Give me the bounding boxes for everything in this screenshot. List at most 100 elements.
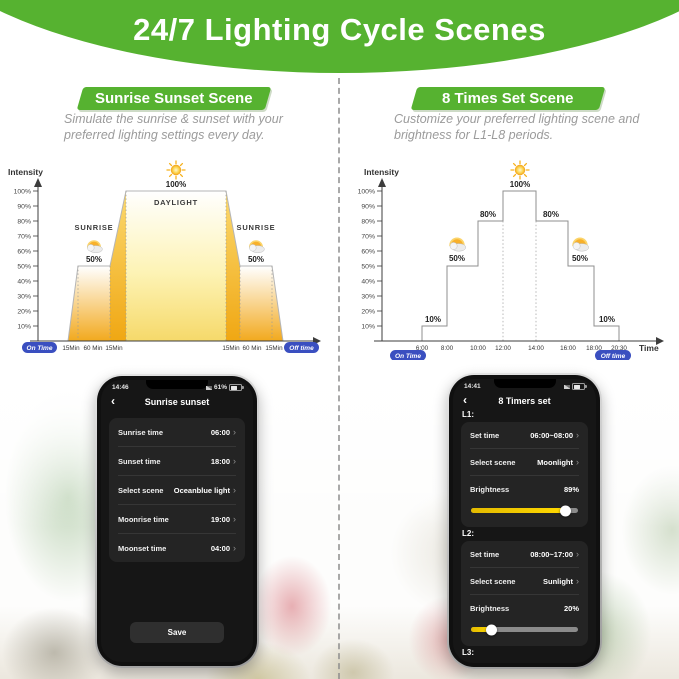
row-select-scene[interactable]: Select scene Moonlight › (470, 448, 579, 475)
sunset-label: SUNRISE (237, 223, 276, 232)
sunrise-ramp-area (68, 266, 110, 341)
svg-text:40%: 40% (17, 279, 31, 286)
battery-icon (229, 384, 244, 391)
row-moonrise-time[interactable]: Moonrise time 19:00 › (118, 504, 236, 533)
interval-label: 80% (543, 210, 559, 219)
svg-text:90%: 90% (361, 204, 375, 211)
back-icon[interactable]: ‹ (463, 393, 467, 407)
row-moonset-time[interactable]: Moonset time 04:00 › (118, 533, 236, 562)
y-axis-title: Intensity (8, 167, 43, 177)
phone-notch (146, 380, 208, 389)
svg-text:On Time: On Time (27, 345, 53, 352)
row-sunset-time[interactable]: Sunset time 18:00 › (118, 446, 236, 475)
svg-text:40%: 40% (361, 279, 375, 286)
x-axis-arrow (656, 337, 664, 345)
svg-text:On Time: On Time (395, 353, 421, 360)
profile-outline (67, 190, 284, 342)
svg-text:50%: 50% (361, 264, 375, 271)
phone-notch (493, 379, 556, 388)
ribbon-label: 8 Times Set Scene (442, 90, 574, 107)
svg-text:30%: 30% (17, 294, 31, 301)
svg-text:15Min: 15Min (222, 345, 240, 352)
svg-text:30%: 30% (361, 294, 375, 301)
svg-text:8:00: 8:00 (441, 345, 454, 352)
x-segment-labels: 15Min 60 Min 15Min 15Min 60 Min 15Min (62, 345, 283, 352)
row-set-time[interactable]: Set time 08:00~17:00 › (470, 549, 579, 559)
row-select-scene[interactable]: Select scene Sunlight › (470, 567, 579, 594)
svg-text:20%: 20% (361, 309, 375, 316)
y-axis-arrow (378, 178, 386, 187)
ramp-from-daylight-area (226, 191, 240, 341)
chevron-right-icon: › (233, 514, 236, 524)
column-divider (338, 78, 340, 679)
chevron-right-icon: › (576, 549, 579, 559)
right-description: Customize your preferred lighting scene … (394, 112, 640, 142)
svg-text:6:00: 6:00 (416, 345, 429, 352)
svg-text:100%: 100% (14, 189, 31, 196)
svg-text:18:00: 18:00 (586, 345, 602, 352)
x-tick-labels: 6:00 8:00 10:00 12:00 14:00 16:00 18:00 … (416, 345, 628, 352)
on-time-pill: On Time (22, 342, 57, 353)
svg-text:60%: 60% (17, 249, 31, 256)
svg-text:16:00: 16:00 (560, 345, 576, 352)
row-set-time[interactable]: Set time 06:00~08:00 › (470, 430, 579, 440)
sunrise-value: 50% (86, 255, 102, 264)
interval-label: 100% (510, 180, 530, 189)
svg-text:60 Min: 60 Min (84, 345, 103, 352)
daylight-label: DAYLIGHT (154, 198, 198, 207)
left-description: Simulate the sunrise & sunset with your … (64, 112, 283, 142)
l1-card: Set time 06:00~08:00 › Select scene Moonl… (461, 422, 588, 527)
on-time-pill: On Time (390, 350, 426, 360)
battery-percent: 61% (213, 384, 227, 391)
svg-text:20%: 20% (17, 309, 31, 316)
ribbon-label: Sunrise Sunset Scene (95, 90, 253, 107)
svg-text:80%: 80% (361, 219, 375, 226)
status-bar: 14:41 (453, 382, 596, 391)
y-tick-labels: 100% 90% 80% 70% 60% 50% 40% 30% 20% 10% (358, 189, 382, 331)
y-tick-labels: 100% 90% 80% 70% 60% 50% 40% 30% 20% 10% (14, 189, 38, 331)
svg-text:12:00: 12:00 (495, 345, 511, 352)
signal-icon (205, 385, 212, 390)
row-select-scene[interactable]: Select scene Oceanblue light › (118, 475, 236, 504)
8-timers-set-screen: 14:41 ‹ 8 Timers set L1: Set time 06:00~… (453, 379, 596, 663)
ribbon-sunrise-sunset: Sunrise Sunset Scene (76, 87, 272, 110)
row-brightness: Brightness 20% (470, 594, 579, 621)
slider-thumb[interactable] (486, 624, 498, 635)
daylight-value: 100% (166, 180, 186, 189)
chevron-right-icon: › (576, 576, 579, 586)
off-time-pill: Off time (595, 350, 631, 360)
sunset-icon (572, 237, 590, 253)
off-time-pill: Off time (284, 342, 319, 353)
chevron-right-icon: › (233, 427, 236, 437)
chevron-right-icon: › (233, 543, 236, 553)
screen-title: Sunrise sunset (144, 397, 210, 407)
back-icon[interactable]: ‹ (111, 394, 115, 408)
svg-text:80%: 80% (17, 219, 31, 226)
slider-thumb[interactable] (560, 505, 572, 516)
ribbon-8-times-set: 8 Times Set Scene (410, 87, 606, 110)
y-axis-arrow (34, 178, 42, 187)
row-sunrise-time[interactable]: Sunrise time 06:00 › (118, 427, 236, 437)
save-button[interactable]: Save (130, 622, 224, 643)
sunrise-sunset-screen: 14:46 61% ‹ Sunrise sunset Sunrise time … (101, 380, 253, 662)
sunset-ramp-area (240, 266, 283, 341)
svg-text:14:00: 14:00 (528, 345, 544, 352)
battery-icon (572, 383, 587, 390)
chevron-right-icon: › (576, 457, 579, 467)
chevron-right-icon: › (233, 456, 236, 466)
svg-text:70%: 70% (17, 234, 31, 241)
svg-text:90%: 90% (17, 204, 31, 211)
svg-text:10%: 10% (361, 324, 375, 331)
l2-card: Set time 08:00~17:00 › Select scene Sunli… (461, 541, 588, 646)
section-label-l1: L1: (462, 410, 474, 419)
svg-text:Off time: Off time (289, 345, 314, 352)
interval-label: 10% (599, 315, 615, 324)
signal-icon (564, 384, 570, 389)
brightness-slider[interactable] (471, 505, 578, 516)
brightness-slider[interactable] (471, 624, 578, 635)
sun-icon (510, 160, 530, 180)
ramp-to-daylight-area (110, 191, 126, 341)
svg-text:70%: 70% (361, 234, 375, 241)
step-profile-outline (421, 190, 620, 341)
